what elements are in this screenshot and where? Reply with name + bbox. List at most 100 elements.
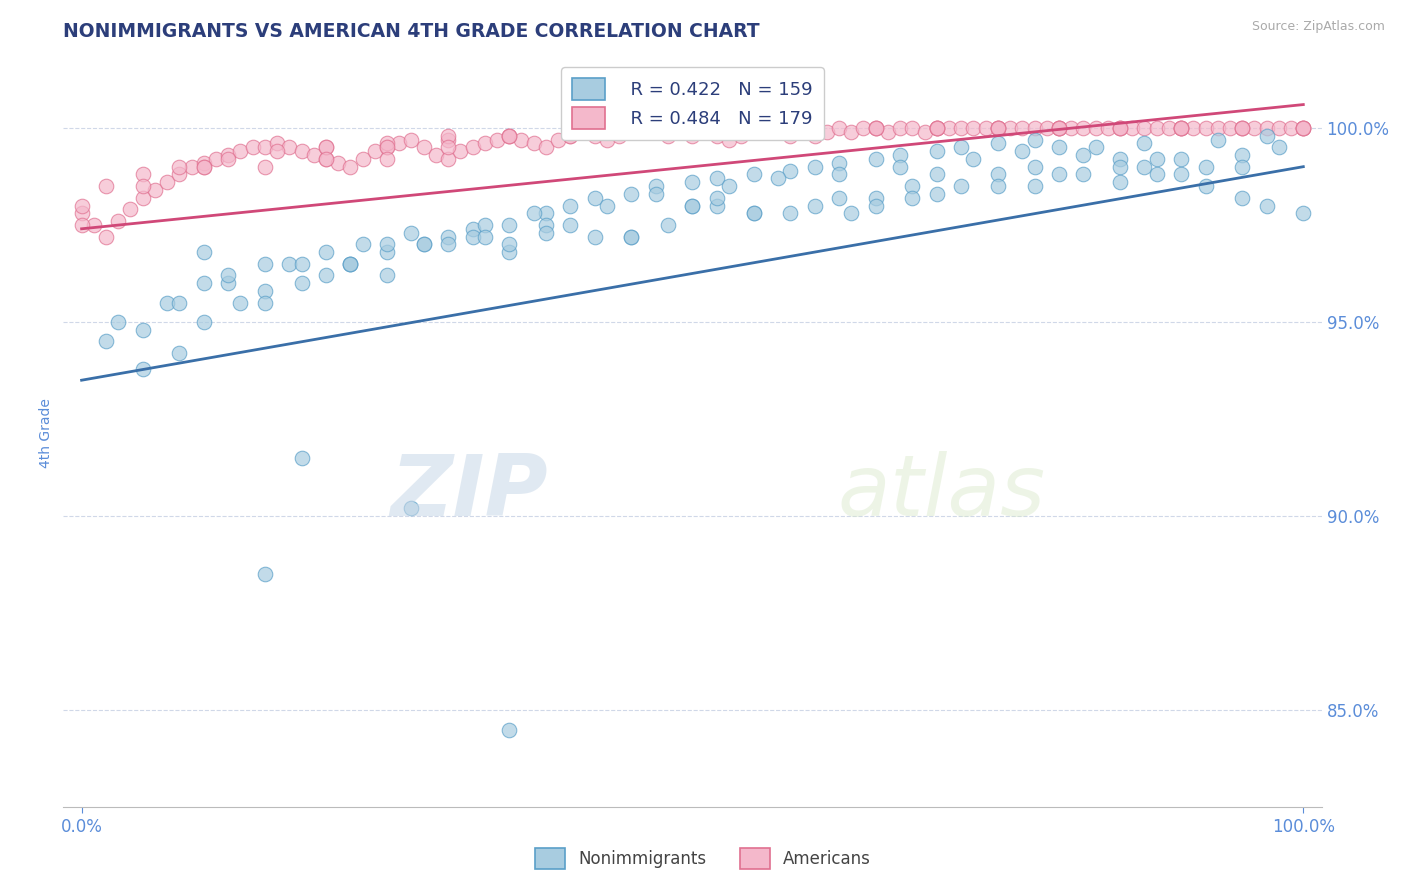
Point	[596, 198, 619, 212]
Point	[437, 152, 460, 166]
Point	[217, 276, 239, 290]
Point	[1232, 120, 1254, 135]
Point	[1232, 191, 1254, 205]
Point	[498, 128, 520, 143]
Point	[742, 206, 765, 220]
Point	[1097, 120, 1119, 135]
Point	[1232, 148, 1254, 162]
Point	[339, 257, 361, 271]
Point	[1182, 120, 1205, 135]
Point	[339, 257, 361, 271]
Point	[682, 198, 704, 212]
Point	[1109, 175, 1132, 189]
Point	[803, 120, 825, 135]
Point	[828, 156, 851, 170]
Point	[461, 222, 484, 236]
Legend:   R = 0.422   N = 159,   R = 0.484   N = 179: R = 0.422 N = 159, R = 0.484 N = 179	[561, 67, 824, 140]
Point	[644, 186, 666, 201]
Point	[889, 148, 911, 162]
Point	[987, 120, 1010, 135]
Point	[375, 268, 398, 283]
Point	[131, 361, 153, 376]
Point	[938, 120, 960, 135]
Point	[1292, 120, 1315, 135]
Point	[828, 191, 851, 205]
Text: NONIMMIGRANTS VS AMERICAN 4TH GRADE CORRELATION CHART: NONIMMIGRANTS VS AMERICAN 4TH GRADE CORR…	[63, 22, 759, 41]
Point	[131, 323, 153, 337]
Point	[596, 132, 619, 146]
Point	[620, 186, 643, 201]
Point	[706, 198, 728, 212]
Point	[583, 128, 606, 143]
Point	[120, 202, 142, 217]
Point	[1194, 179, 1216, 194]
Point	[1232, 120, 1254, 135]
Text: atlas: atlas	[837, 451, 1045, 534]
Point	[169, 295, 191, 310]
Point	[742, 125, 765, 139]
Point	[1170, 168, 1192, 182]
Point	[901, 191, 924, 205]
Point	[193, 160, 215, 174]
Point	[828, 120, 851, 135]
Point	[401, 501, 423, 516]
Point	[412, 237, 434, 252]
Point	[1133, 160, 1156, 174]
Point	[839, 125, 862, 139]
Point	[571, 125, 593, 139]
Point	[266, 136, 288, 151]
Point	[706, 171, 728, 186]
Point	[437, 229, 460, 244]
Point	[302, 148, 325, 162]
Point	[987, 120, 1010, 135]
Point	[339, 160, 361, 174]
Point	[1146, 152, 1168, 166]
Point	[278, 257, 301, 271]
Point	[278, 140, 301, 154]
Point	[657, 218, 679, 232]
Point	[107, 214, 129, 228]
Point	[1206, 132, 1229, 146]
Point	[901, 120, 924, 135]
Point	[1084, 140, 1107, 154]
Point	[962, 152, 984, 166]
Point	[229, 144, 252, 158]
Point	[766, 171, 789, 186]
Point	[1047, 120, 1070, 135]
Point	[315, 140, 337, 154]
Point	[375, 237, 398, 252]
Point	[1292, 120, 1315, 135]
Point	[364, 144, 387, 158]
Point	[1109, 152, 1132, 166]
Point	[815, 125, 838, 139]
Point	[339, 257, 361, 271]
Point	[560, 120, 582, 135]
Text: ZIP: ZIP	[389, 451, 548, 534]
Point	[461, 140, 484, 154]
Y-axis label: 4th Grade: 4th Grade	[39, 398, 53, 467]
Point	[950, 179, 973, 194]
Point	[498, 237, 520, 252]
Point	[987, 120, 1010, 135]
Point	[1170, 120, 1192, 135]
Point	[1024, 132, 1046, 146]
Point	[180, 160, 202, 174]
Point	[682, 120, 704, 135]
Point	[437, 140, 460, 154]
Point	[1121, 120, 1143, 135]
Point	[1194, 120, 1216, 135]
Point	[1243, 120, 1265, 135]
Point	[682, 128, 704, 143]
Point	[998, 120, 1021, 135]
Point	[498, 245, 520, 260]
Point	[742, 120, 765, 135]
Point	[620, 229, 643, 244]
Point	[485, 132, 508, 146]
Point	[742, 168, 765, 182]
Point	[742, 120, 765, 135]
Point	[925, 120, 948, 135]
Point	[1256, 128, 1278, 143]
Point	[253, 257, 276, 271]
Point	[718, 179, 741, 194]
Point	[682, 120, 704, 135]
